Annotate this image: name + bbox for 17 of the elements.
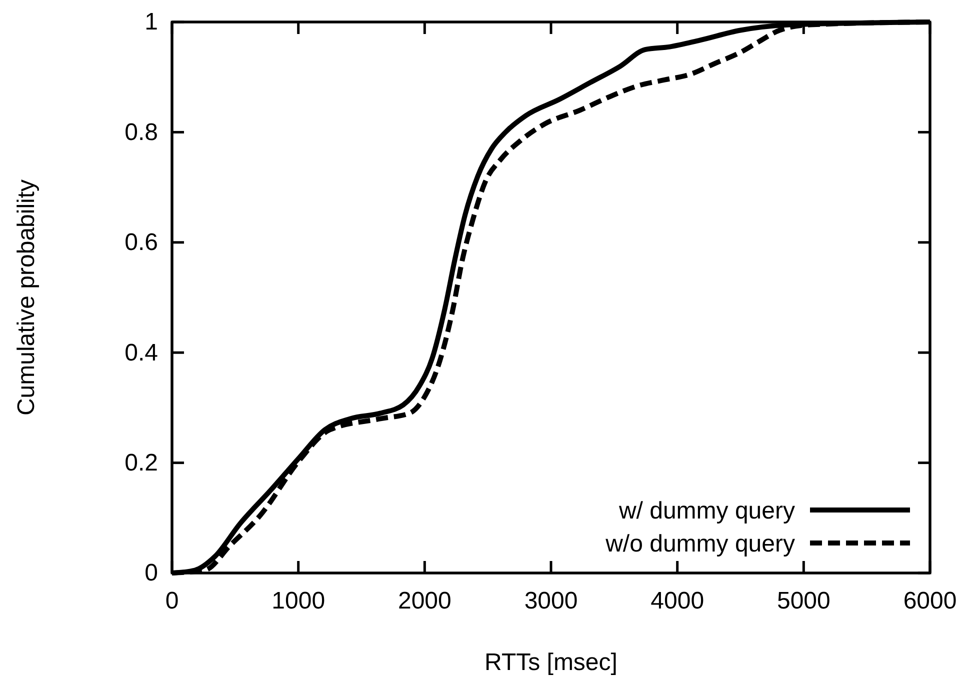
y-tick-label: 0.6: [124, 229, 158, 256]
x-tick-label: 1000: [272, 588, 326, 615]
y-tick-label: 0: [144, 560, 158, 587]
legend-label: w/o dummy query: [604, 530, 795, 558]
y-tick-label: 0.8: [124, 118, 158, 146]
x-tick-label: 2000: [398, 588, 452, 615]
y-axis-title: Cumulative probability: [13, 179, 40, 416]
x-tick-label: 5000: [776, 588, 830, 615]
legend-label: w/ dummy query: [618, 497, 795, 524]
x-tick-label: 4000: [650, 588, 704, 615]
y-tick-label: 1: [144, 8, 158, 36]
y-tick-label: 0.2: [124, 449, 158, 476]
x-tick-label: 3000: [524, 588, 578, 615]
x-axis-title: RTTs [msec]: [484, 649, 618, 676]
x-tick-label: 0: [165, 588, 179, 615]
x-tick-label: 6000: [903, 588, 957, 615]
y-tick-label: 0.4: [124, 339, 158, 366]
